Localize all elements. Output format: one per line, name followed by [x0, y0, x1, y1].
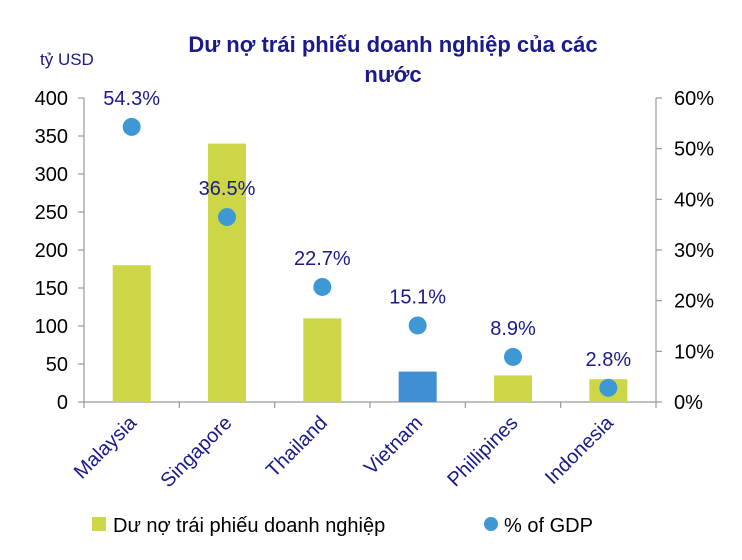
right-tick-label: 60% [674, 88, 714, 110]
category-label-malaysia: Malaysia [70, 411, 142, 483]
dot-vietnam [408, 316, 427, 335]
dot-phillipines [504, 347, 522, 366]
legend-dot-swatch [484, 517, 498, 531]
legend-dot-label: % of GDP [504, 515, 593, 537]
category-label-indonesia: Indonesia [541, 411, 619, 489]
dot-series: 54.3% 36.5% 22.7% 15.1% 8.9% 2.8% [103, 88, 631, 397]
data-label-thailand: 22.7% [294, 248, 351, 270]
bar-malaysia [112, 265, 151, 402]
category-label-singapore: Singapore [156, 412, 236, 492]
category-label-thailand: Thailand [262, 412, 332, 482]
dot-malaysia [122, 117, 141, 136]
chart-title-line-1: Dư nợ trái phiếu doanh nghiệp của các [188, 32, 597, 57]
right-tick-label: 20% [674, 291, 714, 313]
category-label-vietnam: Vietnam [360, 412, 427, 479]
right-tick-label: 40% [674, 189, 714, 211]
data-label-singapore: 36.5% [199, 178, 256, 200]
right-tick-label: 0% [674, 392, 703, 414]
category-labels: Malaysia Singapore Thailand Vietnam Phillipi… [70, 411, 619, 492]
left-axis-ticks: 0 50 100 150 200 250 300 350 400 [35, 88, 84, 414]
right-tick-label: 10% [674, 341, 714, 363]
legend-bar-label: Dư nợ trái phiếu doanh nghiệp [113, 515, 385, 537]
bar-singapore [208, 143, 246, 402]
y-axis-unit-label: tỷ USD [40, 50, 94, 69]
dot-thailand [313, 277, 332, 296]
legend: Dư nợ trái phiếu doanh nghiệp % of GDP [92, 515, 593, 537]
category-label-phillipines: Phillipines [443, 412, 522, 491]
data-label-malaysia: 54.3% [103, 88, 160, 110]
legend-bar-swatch [92, 517, 106, 531]
data-label-vietnam: 15.1% [389, 286, 446, 308]
left-tick-label: 150 [35, 278, 68, 300]
left-tick-label: 300 [35, 164, 68, 186]
left-tick-label: 200 [35, 240, 68, 262]
left-tick-label: 50 [46, 354, 68, 376]
chart-title-line-2: nước [364, 62, 421, 87]
bar-thailand [303, 318, 342, 402]
dot-singapore [218, 208, 236, 227]
x-axis-ticks [83, 402, 657, 408]
bar-series [112, 143, 628, 402]
left-tick-label: 100 [35, 316, 68, 338]
dot-indonesia [599, 378, 618, 397]
right-tick-label: 30% [674, 240, 714, 262]
left-tick-label: 250 [35, 202, 68, 224]
right-axis-ticks: 0% 10% 20% 30% 40% 50% 60% [656, 88, 714, 414]
data-label-phillipines: 8.9% [490, 318, 536, 340]
left-tick-label: 400 [35, 88, 68, 110]
left-tick-label: 0 [57, 392, 68, 414]
left-tick-label: 350 [35, 126, 68, 148]
bar-vietnam [398, 371, 437, 402]
data-label-indonesia: 2.8% [586, 349, 632, 371]
right-tick-label: 50% [674, 139, 714, 161]
bar-phillipines [494, 375, 532, 402]
